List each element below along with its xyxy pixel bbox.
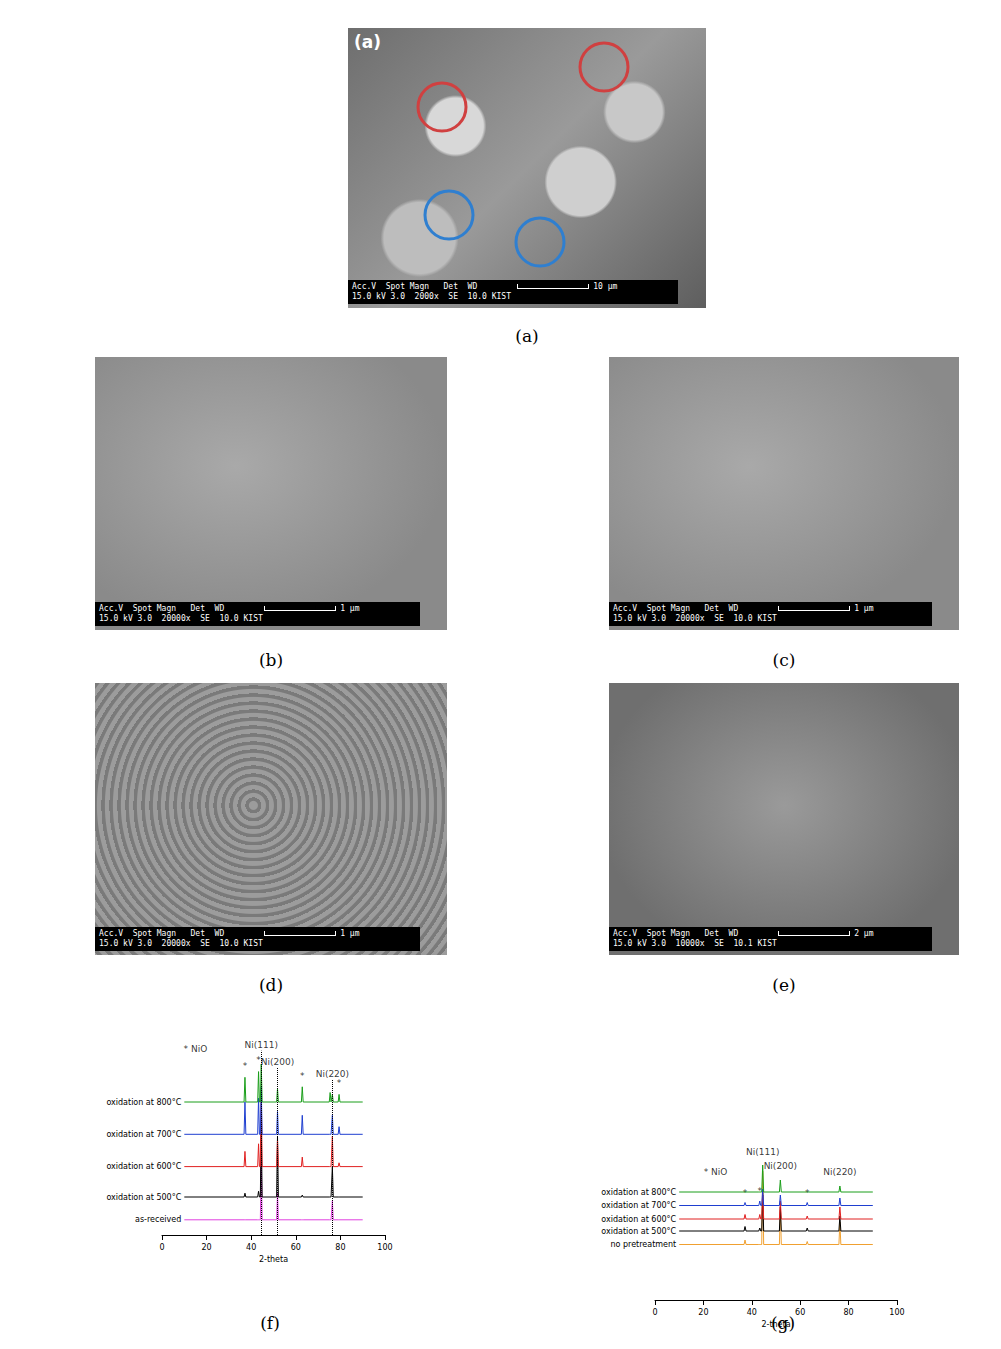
html-text:(b): (b) [258, 650, 284, 670]
html-text:15.0 kV 3.0 20000x SE 10.0 KIS: 15.0 kV 3.0 20000x SE 10.0 KIST [99, 614, 263, 623]
svg-text:oxidation at 600°C: oxidation at 600°C [601, 1215, 676, 1224]
html-text:15.0 kV 3.0 20000x SE 10.0 KIS: 15.0 kV 3.0 20000x SE 10.0 KIST [613, 614, 777, 623]
html-text:Acc.V Spot Magn Det WD: Acc.V Spot Magn Det WD [99, 929, 225, 938]
svg-text:Ni(200): Ni(200) [764, 1161, 797, 1171]
svg-text:100: 100 [889, 1308, 904, 1317]
html-text:(c): (c) [772, 650, 796, 670]
svg-text:0: 0 [652, 1308, 657, 1317]
svg-text:2-theta: 2-theta [259, 1255, 288, 1264]
svg-text:*: * [337, 1078, 342, 1088]
svg-text:as-received: as-received [135, 1215, 181, 1224]
html-text:(f): (f) [260, 1313, 280, 1333]
svg-text:* NiO: * NiO [704, 1167, 728, 1177]
html-text:15.0 kV 3.0 2000x SE 10.0 KIST: 15.0 kV 3.0 2000x SE 10.0 KIST [352, 292, 511, 301]
svg-text:oxidation at 700°C: oxidation at 700°C [601, 1201, 676, 1210]
svg-text:40: 40 [246, 1243, 256, 1252]
html-text:15.0 kV 3.0 20000x SE 10.0 KIS: 15.0 kV 3.0 20000x SE 10.0 KIST [99, 939, 263, 948]
html-text:1 μm: 1 μm [340, 604, 360, 613]
html-text:2 μm: 2 μm [854, 929, 874, 938]
svg-text:oxidation at 600°C: oxidation at 600°C [106, 1162, 181, 1171]
html-text:Acc.V Spot Magn Det WD: Acc.V Spot Magn Det WD [613, 929, 739, 938]
svg-text:*: * [256, 1055, 261, 1065]
html-text:(a): (a) [515, 326, 539, 346]
html-text:1 μm: 1 μm [340, 929, 360, 938]
html-text:(d): (d) [258, 975, 284, 995]
svg-text:Ni(220): Ni(220) [316, 1069, 349, 1079]
html-text:Acc.V Spot Magn Det WD: Acc.V Spot Magn Det WD [613, 604, 739, 613]
svg-text:*: * [300, 1071, 305, 1081]
svg-text:20: 20 [698, 1308, 708, 1317]
html-text:(a): (a) [354, 32, 381, 52]
svg-text:60: 60 [291, 1243, 301, 1252]
svg-text:oxidation at 800°C: oxidation at 800°C [106, 1098, 181, 1107]
html-text:Acc.V Spot Magn Det WD: Acc.V Spot Magn Det WD [99, 604, 225, 613]
svg-text:Ni(111): Ni(111) [245, 1040, 278, 1050]
svg-text:Ni(200): Ni(200) [261, 1057, 294, 1067]
svg-text:oxidation at 800°C: oxidation at 800°C [601, 1188, 676, 1197]
html-text:Acc.V Spot Magn Det WD: Acc.V Spot Magn Det WD [352, 282, 478, 291]
html-text:1 μm: 1 μm [854, 604, 874, 613]
svg-text:*: * [243, 1061, 248, 1071]
svg-text:20: 20 [202, 1243, 212, 1252]
svg-text:60: 60 [795, 1308, 805, 1317]
html-text:10 μm: 10 μm [593, 282, 618, 291]
html-text:(e): (e) [772, 975, 796, 995]
svg-text:100: 100 [377, 1243, 392, 1252]
svg-text:oxidation at 500°C: oxidation at 500°C [106, 1193, 181, 1202]
svg-text:Ni(111): Ni(111) [746, 1147, 779, 1157]
svg-text:no pretreatment: no pretreatment [610, 1240, 676, 1249]
svg-text:Ni(220): Ni(220) [823, 1167, 856, 1177]
html-text:(g): (g) [770, 1313, 796, 1333]
svg-text:80: 80 [844, 1308, 854, 1317]
html-text:15.0 kV 3.0 10000x SE 10.1 KIS: 15.0 kV 3.0 10000x SE 10.1 KIST [613, 939, 777, 948]
svg-text:oxidation at 700°C: oxidation at 700°C [106, 1130, 181, 1139]
svg-text:40: 40 [747, 1308, 757, 1317]
svg-text:* NiO: * NiO [184, 1044, 208, 1054]
svg-text:0: 0 [159, 1243, 164, 1252]
svg-text:80: 80 [335, 1243, 345, 1252]
svg-text:oxidation at 500°C: oxidation at 500°C [601, 1227, 676, 1236]
